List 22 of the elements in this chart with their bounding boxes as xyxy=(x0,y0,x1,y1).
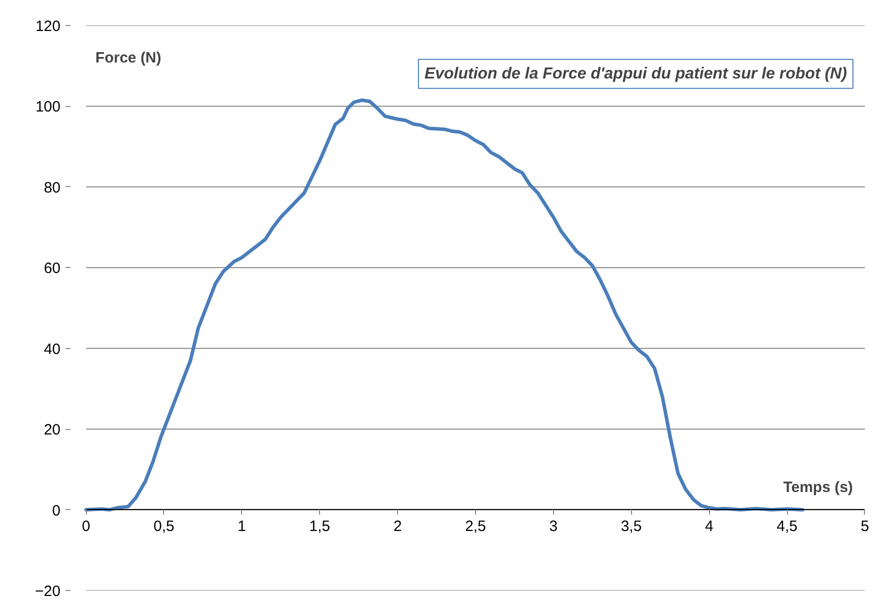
x-tick-label: 3 xyxy=(549,518,558,535)
x-tick-label: 1,5 xyxy=(309,518,330,535)
y-tick-label: 20 xyxy=(44,422,61,439)
x-tick-label: 3,5 xyxy=(620,518,642,535)
x-axis-title: Temps (s) xyxy=(783,478,853,496)
x-tick-label: 0 xyxy=(82,518,90,535)
y-tick-label: 100 xyxy=(35,98,61,116)
y-tick-label: 80 xyxy=(44,179,61,196)
y-axis-title: Force (N) xyxy=(95,49,162,66)
x-tick-label: 2 xyxy=(393,518,402,535)
y-tick-label: 60 xyxy=(44,260,61,278)
y-tick-label: 120 xyxy=(35,18,61,35)
y-tick-label: 0 xyxy=(52,502,60,520)
x-tick-label: 0,5 xyxy=(154,518,174,535)
x-tick-label: 4 xyxy=(704,518,714,535)
x-tick-label: 5 xyxy=(860,518,870,535)
y-tick-label: −20 xyxy=(35,583,61,600)
y-tick-label: 40 xyxy=(44,340,61,358)
x-tick-label: 2,5 xyxy=(465,518,486,535)
x-tick-label: 1 xyxy=(238,518,246,535)
x-tick-label: 4,5 xyxy=(776,518,798,535)
annotation: Evolution de la Force d'appui du patient sur le robot (N) xyxy=(424,65,847,82)
